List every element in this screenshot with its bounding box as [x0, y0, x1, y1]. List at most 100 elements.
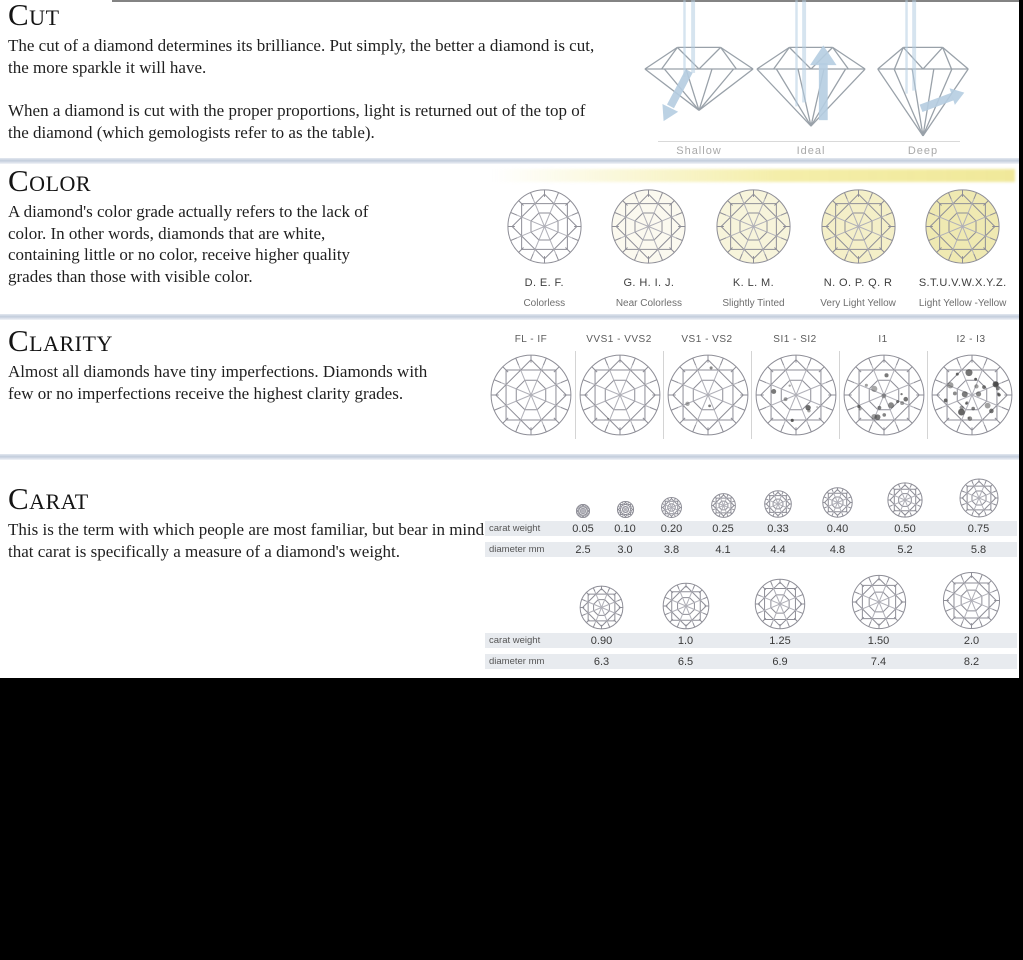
clarity-grade-label: SI1 - SI2: [773, 334, 817, 345]
diamond-top-carat-icon: [711, 493, 736, 518]
carat-diameter-value: 6.3: [593, 655, 610, 668]
clarity-stone-cell: [927, 351, 1015, 439]
carat-stone: [806, 487, 869, 518]
cut-diagrams: Shallow Ideal: [640, 0, 1016, 160]
clarity-paragraph: Almost all diamonds have tiny imperfecti…: [8, 362, 428, 403]
top-border-line: [112, 0, 1019, 2]
carat-diameter-value: 8.2: [963, 655, 980, 668]
cut-diagram-label: Deep: [907, 145, 939, 157]
carat-stone: [869, 482, 941, 518]
color-grade-column: N. O. P. Q. R Very Light Yellow: [806, 188, 911, 309]
carat-weight-value: 1.50: [867, 634, 890, 647]
carat-weight-value: 0.50: [894, 522, 916, 535]
color-grade-description: Light Yellow -Yellow: [918, 298, 1007, 309]
carat-diameter-value: 4.8: [829, 543, 846, 556]
carat-stone: [731, 578, 829, 630]
carat-paragraph: This is the term with which people are m…: [8, 520, 485, 561]
section-clarity: Clarity Almost all diamonds have tiny im…: [0, 320, 1019, 454]
color-grade-label: G. H. I. J.: [623, 277, 675, 289]
carat-weight-value: 1.0: [677, 634, 694, 647]
diamond-top-color-icon: [715, 188, 792, 265]
cut-paragraph-1: The cut of a diamond determines its bril…: [8, 36, 595, 77]
carat-weight-row: carat weight 0.05 0.10 0.20 0.25 0.33 0.40 0.50…: [485, 521, 1017, 536]
color-grade-label: S.T.U.V.W.X.Y.Z.: [918, 277, 1007, 289]
clarity-grade-scale: FL - IF VVS1 - VVS2 VS1 - VS2 SI1 - SI2 I1 I2…: [487, 334, 1015, 439]
clarity-grade-label: VVS1 - VVS2: [586, 334, 652, 345]
carat-size-chart: carat weight 0.05 0.10 0.20 0.25 0.33 0.40 0.50…: [485, 464, 1017, 669]
carat-weight-value: 0.10: [614, 522, 636, 535]
diamond-top-carat-icon: [959, 478, 999, 518]
clarity-stones-row: [487, 351, 1015, 439]
diamond-top-clarity-icon: [489, 353, 573, 437]
section-divider: [0, 158, 1019, 164]
color-grade-label: K. L. M.: [732, 277, 775, 289]
cut-title: Cut: [8, 0, 60, 32]
diamond-top-color-icon: [924, 188, 1001, 265]
clarity-grade-label: FL - IF: [514, 334, 548, 345]
carat-weight-value: 0.05: [572, 522, 594, 535]
diamond-top-clarity-icon: [578, 353, 662, 437]
carat-diameter-value: 6.5: [677, 655, 694, 668]
row-label: carat weight: [489, 523, 541, 534]
carat-title: Carat: [8, 481, 89, 516]
carat-diameter-value: 5.8: [970, 543, 987, 556]
cut-diagram-shallow: Shallow: [640, 0, 758, 160]
row-label: diameter mm: [489, 656, 545, 667]
carat-weight-row: carat weight 0.90 1.0 1.25 1.50 2.0: [485, 633, 1017, 648]
color-grade-description: Slightly Tinted: [722, 298, 785, 309]
cut-diagram-label: Ideal: [796, 145, 826, 157]
diamond-top-carat-icon: [942, 571, 1001, 630]
diamond-top-carat-icon: [576, 504, 590, 518]
carat-weight-value: 0.75: [967, 522, 990, 535]
diamond-top-carat-icon: [851, 574, 907, 630]
diamond-top-carat-icon: [662, 582, 710, 630]
diamond-top-clarity-icon: [754, 353, 838, 437]
carat-weight-value: 0.25: [712, 522, 734, 535]
carat-weight-value: 0.40: [826, 522, 849, 535]
content-area: Cut The cut of a diamond determines its …: [0, 0, 1019, 678]
row-label: diameter mm: [489, 544, 545, 555]
carat-diameter-value: 2.5: [575, 543, 591, 556]
diamond-top-carat-icon: [754, 578, 806, 630]
color-grade-column: G. H. I. J. Near Colorless: [597, 188, 702, 309]
cut-paragraph-2: When a diamond is cut with the proper pr…: [8, 101, 586, 142]
carat-diameter-row: diameter mm 2.5 3.0 3.8 4.1 4.4 4.8 5.2 5.8: [485, 542, 1017, 557]
color-grade-label: D. E. F.: [524, 277, 564, 289]
diamond-top-color-icon: [610, 188, 687, 265]
diamond-profile-shallow-icon: [644, 0, 754, 122]
color-grade-column: D. E. F. Colorless: [492, 188, 597, 309]
clarity-stone-cell: [751, 351, 839, 439]
diamond-top-clarity-icon: [842, 353, 926, 437]
section-carat: Carat This is the term with which people…: [0, 460, 1019, 678]
diamond-top-carat-icon: [617, 501, 634, 518]
cut-diagram-label: Shallow: [676, 145, 722, 157]
carat-stone: [941, 478, 1016, 518]
clarity-stone-cell: [575, 351, 663, 439]
color-grade-scale: D. E. F. Colorless G. H. I. J. Near Colo…: [492, 188, 1015, 309]
carat-stone: [563, 504, 603, 518]
section-color: Color A diamond's color grade actually r…: [0, 164, 1019, 314]
carat-stone: [563, 585, 640, 630]
clarity-stone-cell: [839, 351, 927, 439]
carat-diameter-value: 3.0: [617, 543, 633, 556]
diamond-top-carat-icon: [887, 482, 923, 518]
diamond-top-carat-icon: [822, 487, 853, 518]
carat-diameter-value: 6.9: [772, 655, 788, 668]
carat-diameter-value: 3.8: [663, 543, 680, 556]
carat-diameter-value: 7.4: [870, 655, 887, 668]
diamond-profile-ideal-icon: [756, 0, 866, 127]
clarity-title: Clarity: [8, 323, 113, 358]
clarity-stone-cell: [487, 351, 575, 439]
carat-stone: [603, 501, 647, 518]
color-grade-description: Very Light Yellow: [820, 298, 896, 309]
color-text-column: Color A diamond's color grade actually r…: [8, 163, 396, 287]
clarity-grade-label: I1: [878, 334, 888, 345]
row-label: carat weight: [489, 635, 541, 646]
color-paragraph: A diamond's color grade actually refers …: [8, 202, 369, 286]
color-title: Color: [8, 163, 92, 198]
section-divider: [0, 454, 1019, 460]
carat-stone: [750, 490, 806, 518]
carat-diameter-value: 4.1: [715, 543, 731, 556]
carat-stone: [829, 574, 928, 630]
